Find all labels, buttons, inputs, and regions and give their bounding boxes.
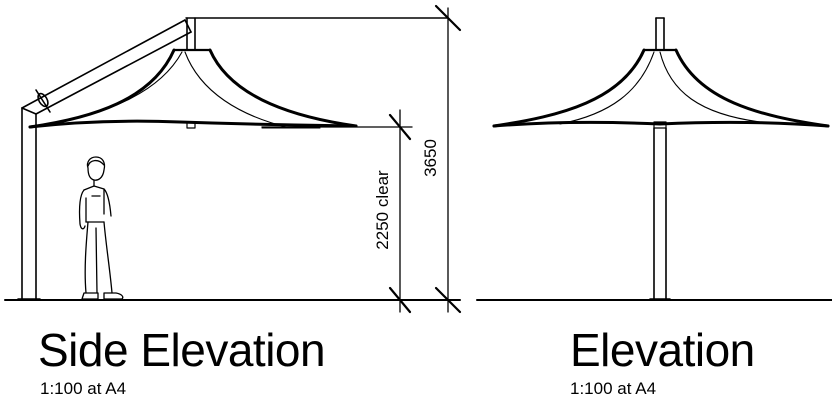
dimension-clear-height	[261, 109, 413, 314]
hinge-detail	[35, 89, 51, 113]
side-elevation-title: Side Elevation	[38, 324, 326, 376]
dimension-total-height	[434, 4, 462, 314]
side-canopy	[28, 48, 358, 129]
dimension-label-total: 3650	[421, 139, 440, 177]
central-mast	[642, 17, 678, 300]
side-canopy-mast	[172, 17, 448, 52]
dimension-label-clear: 2250 clear	[373, 170, 392, 250]
side-elevation-scale: 1:100 at A4	[40, 379, 127, 398]
cantilever-arm	[21, 19, 192, 115]
elevation-title: Elevation	[570, 324, 755, 376]
front-canopy	[492, 48, 830, 129]
side-elevation-drawing: 2250 clear 3650	[4, 4, 462, 314]
person-figure	[78, 156, 124, 300]
front-elevation-drawing	[476, 17, 832, 301]
cantilever-post	[17, 107, 41, 300]
elevation-scale: 1:100 at A4	[570, 379, 657, 398]
